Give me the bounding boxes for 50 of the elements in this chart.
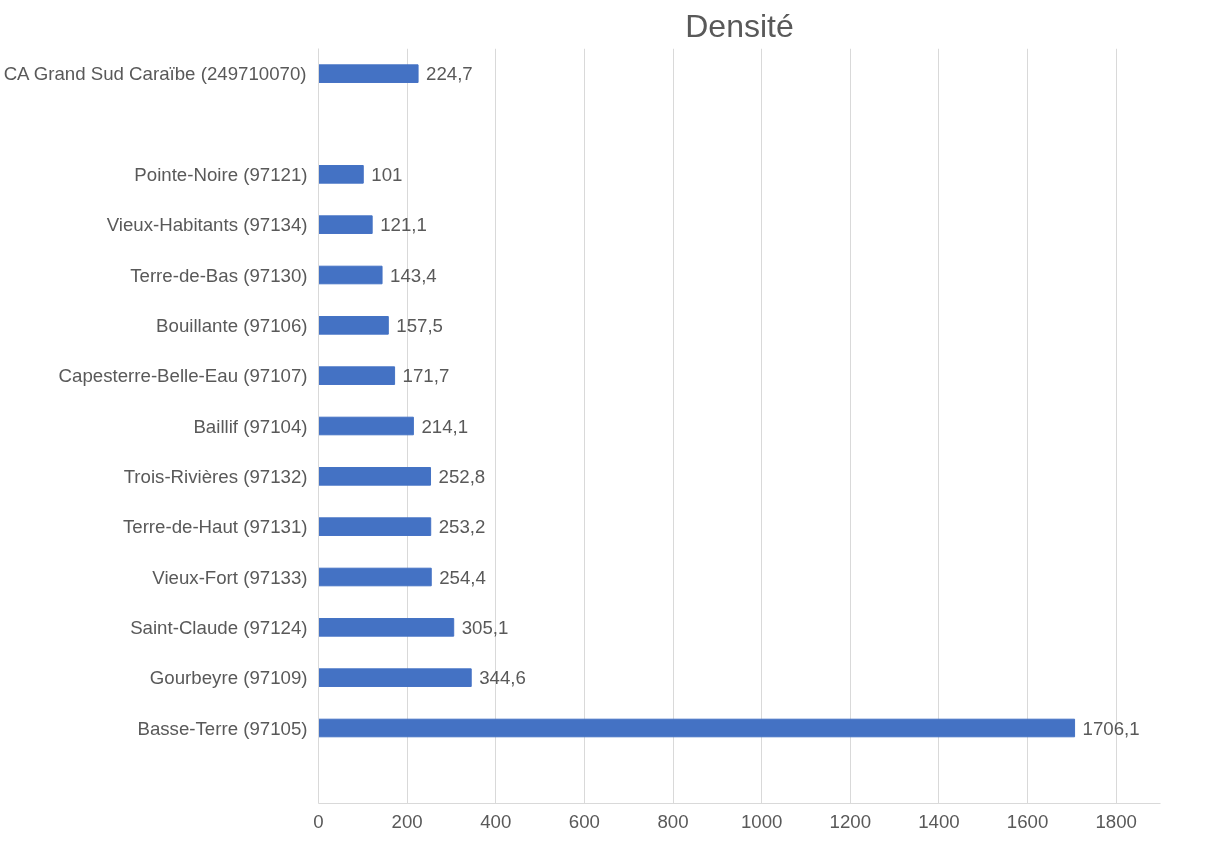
x-tick-label: 1400 [918,810,960,832]
bar [318,316,389,335]
data-label: 157,5 [396,314,443,336]
bar [318,668,472,687]
y-tick-label: Vieux-Habitants (97134) [106,214,308,236]
data-label: 224,7 [426,63,473,85]
bar [318,416,414,436]
y-tick-label: CA Grand Sud Caraïbe (249710070) [3,63,307,85]
x-tick-label: 200 [391,810,423,832]
x-tick-label: 0 [313,810,324,832]
y-tick-label: Saint-Claude (97124) [130,616,308,638]
y-tick-label: Bouillante (97106) [156,314,308,336]
data-label: 121,1 [380,214,427,236]
bar [318,366,396,385]
y-tick-label: Gourbeyre (97109) [149,667,308,689]
data-label: 171,7 [402,365,450,387]
bar [318,64,419,83]
bar [318,718,1076,738]
bar [318,618,455,637]
y-tick-label: Capesterre-Belle-Eau (97107) [58,365,308,387]
data-label: 214,1 [421,415,469,437]
x-tick-label: 400 [480,810,512,832]
bar [318,215,373,234]
y-tick-label: Trois-Rivières (97132) [123,465,308,487]
x-tick-label: 1800 [1095,810,1137,832]
chart-title: Densité [685,7,794,44]
data-label: 101 [371,163,403,185]
y-tick-label: Terre-de-Haut (97131) [122,516,308,538]
data-label: 253,2 [438,516,486,538]
data-label: 252,8 [438,465,486,487]
bar [318,567,432,587]
bar [318,165,364,184]
bar [318,265,383,285]
y-tick-label: Baillif (97104) [193,415,308,437]
data-label: 1706,1 [1082,717,1140,739]
y-tick-label: Pointe-Noire (97121) [134,163,308,185]
y-tick-label: Basse-Terre (97105) [137,717,308,739]
y-tick-label: Terre-de-Bas (97130) [130,264,308,286]
bar [318,517,432,536]
bar [318,467,432,486]
x-tick-label: 1200 [829,810,872,832]
x-tick-label: 1600 [1006,810,1049,832]
data-label: 143,4 [390,264,437,286]
x-tick-label: 600 [568,810,600,832]
x-tick-label: 1000 [740,810,783,832]
data-label: 305,1 [461,616,509,638]
data-label: 254,4 [439,566,486,588]
y-tick-label: Vieux-Fort (97133) [152,566,308,588]
data-label: 344,6 [479,667,526,689]
x-tick-label: 800 [657,810,689,832]
